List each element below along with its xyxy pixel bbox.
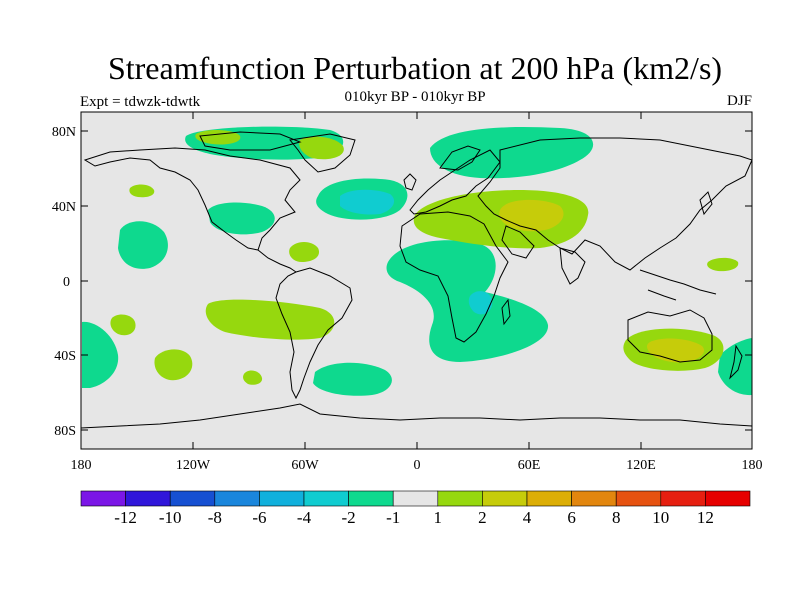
y-tick-label: 80N (52, 125, 76, 140)
colorbar-swatch (392, 490, 439, 507)
colorbar-label: -6 (252, 508, 266, 527)
colorbar (80, 490, 751, 507)
colorbar-label: 8 (612, 508, 621, 527)
x-tick-label: 0 (414, 458, 421, 473)
colorbar-label: -8 (208, 508, 222, 527)
colorbar-swatch (437, 490, 483, 507)
y-tick-label: 80S (54, 424, 76, 439)
x-tick-label: 180 (742, 458, 763, 473)
colorbar-label: 12 (697, 508, 714, 527)
coastlines (80, 131, 753, 429)
colorbar-swatch (80, 490, 126, 507)
colorbar-swatch (303, 490, 349, 507)
colorbar-swatch (125, 490, 171, 507)
colorbar-swatch (169, 490, 216, 507)
colorbar-label: 1 (434, 508, 443, 527)
colorbar-swatch (705, 490, 751, 507)
experiment-label: Expt = tdwzk-tdwtk (80, 94, 201, 110)
x-ticks (80, 112, 642, 449)
colorbar-labels: -12 -10 -8 -6 -4 -2 -1 1 2 4 6 8 10 12 (114, 508, 714, 527)
colorbar-label: -12 (114, 508, 137, 527)
x-tick-label: 60W (291, 458, 319, 473)
colorbar-swatch (526, 490, 572, 507)
colorbar-label: 6 (567, 508, 576, 527)
y-tick-label: 40S (54, 349, 76, 364)
colorbar-swatch (615, 490, 662, 507)
colorbar-label: -10 (159, 508, 182, 527)
colorbar-swatch (259, 490, 305, 507)
x-tick-label: 180 (71, 458, 92, 473)
colorbar-label: -4 (297, 508, 312, 527)
y-ticks (81, 130, 752, 431)
colorbar-swatch (214, 490, 260, 507)
x-tick-label: 120W (176, 458, 211, 473)
season-label: DJF (726, 93, 752, 109)
colorbar-label: 2 (478, 508, 487, 527)
colorbar-swatch (482, 490, 528, 507)
colorbar-label: 10 (652, 508, 669, 527)
x-tick-label: 120E (626, 458, 656, 473)
colorbar-swatch (571, 490, 617, 507)
plot-title: Streamfunction Perturbation at 200 hPa (… (107, 50, 723, 86)
plot-subtitle: 010kyr BP - 010kyr BP (344, 89, 486, 105)
negative-contours (82, 126, 752, 396)
colorbar-label: -1 (386, 508, 400, 527)
colorbar-swatch (348, 490, 394, 507)
y-tick-label: 40N (52, 200, 76, 215)
x-tick-label: 60E (518, 458, 541, 473)
colorbar-label: 4 (523, 508, 532, 527)
colorbar-swatch (660, 490, 706, 507)
colorbar-label: -2 (342, 508, 356, 527)
y-tick-label: 0 (63, 275, 70, 290)
negative-contours-strong (340, 189, 493, 315)
